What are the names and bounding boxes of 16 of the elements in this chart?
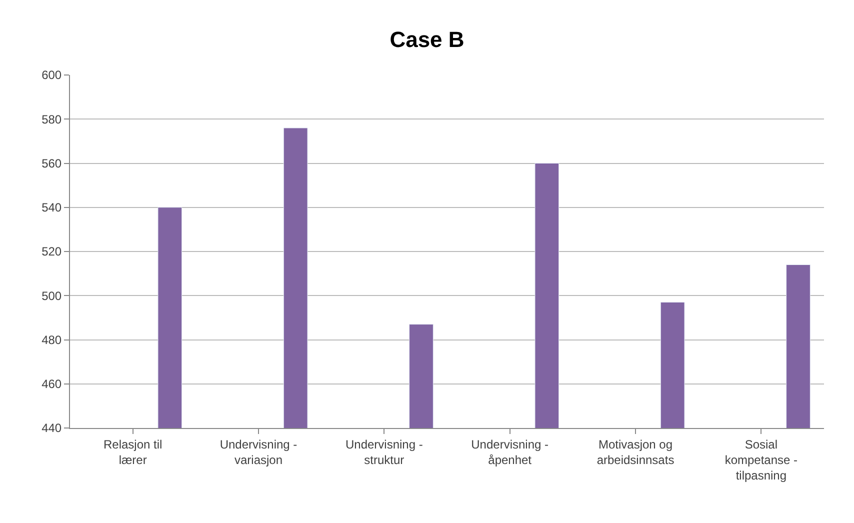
- x-tick-label: Undervisning - variasjon: [220, 437, 298, 467]
- y-tick-label: 440: [42, 421, 62, 436]
- y-tick-label: 480: [42, 332, 62, 347]
- y-tick-label: 600: [42, 68, 62, 82]
- x-tick-label: Undervisning - åpenhet: [471, 437, 549, 467]
- y-tick-label: 580: [42, 112, 62, 126]
- x-tick-label: Undervisning - struktur: [345, 437, 423, 467]
- x-tick-label: Sosial kompetanse - tilpasning: [724, 437, 798, 483]
- y-tick-label: 540: [42, 200, 62, 215]
- y-tick-label: 520: [42, 244, 62, 259]
- x-tick-label: Relasjon til lærer: [103, 437, 162, 467]
- y-tick-label: 500: [42, 288, 62, 303]
- y-tick-label: 560: [42, 156, 62, 170]
- y-tick-label: 460: [42, 377, 62, 392]
- chart-title: Case B: [390, 26, 464, 52]
- x-tick-label: Motivasjon og arbeidsinnsats: [596, 437, 674, 467]
